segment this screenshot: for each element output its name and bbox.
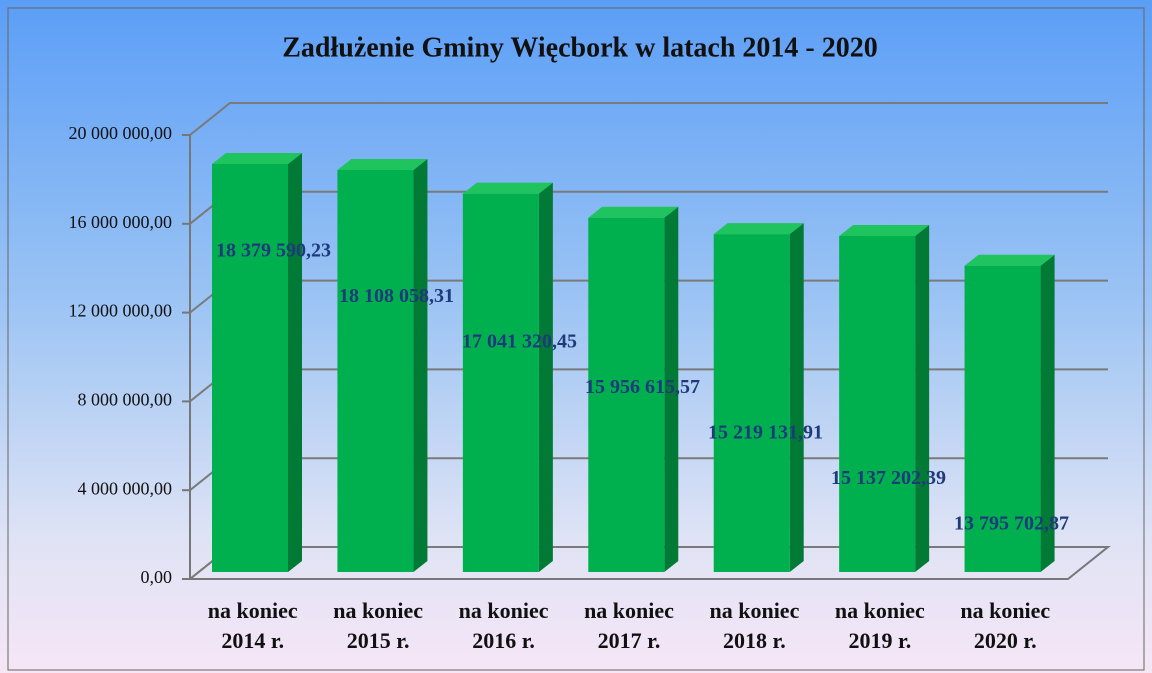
y-tick-label: 20 000 000,00 (69, 123, 173, 143)
x-tick-label: na koniec 2020 r. (960, 598, 1051, 653)
bar-top (212, 152, 302, 164)
data-label: 18 379 590,23 (216, 240, 331, 262)
bar-side (915, 224, 930, 572)
data-label: 15 137 202,39 (831, 467, 946, 489)
bar-side (288, 152, 302, 573)
chart-title: Zadłużenie Gminy Więcbork w latach 2014 … (282, 32, 878, 63)
bar-top (839, 224, 930, 236)
y-tick-label: 12 000 000,00 (69, 301, 173, 321)
x-tick-label: na koniec 2016 r. (458, 598, 549, 653)
y-tick-label: 4 000 000,00 (78, 478, 173, 498)
bar (588, 217, 665, 573)
bar (212, 163, 288, 573)
bar-top (964, 254, 1055, 266)
x-tick-label: na koniec 2019 r. (834, 598, 925, 653)
y-tick-label: 8 000 000,00 (78, 390, 173, 410)
bar-top (588, 206, 679, 218)
bar (462, 193, 539, 573)
x-tick-label: na koniec 2014 r. (207, 598, 298, 653)
bar-side (664, 206, 679, 573)
bar-side (789, 223, 804, 573)
data-label: 15 956 615,57 (585, 376, 700, 398)
data-label: 18 108 058,31 (339, 285, 454, 307)
x-tick-label: na koniec 2017 r. (584, 598, 674, 653)
data-label: 13 795 702,87 (954, 513, 1069, 535)
y-tick-label: 16 000 000,00 (69, 212, 173, 232)
y-tick-label: 0,00 (141, 567, 173, 587)
bar-top (337, 159, 428, 171)
data-label: 15 219 131,91 (708, 422, 823, 444)
bar-side (413, 159, 428, 572)
bar-side (538, 182, 553, 573)
bar (713, 234, 790, 573)
bar (337, 170, 414, 572)
grid-line (189, 102, 1108, 136)
bar-side (1040, 254, 1055, 572)
x-tick-label: na koniec 2018 r. (709, 598, 800, 653)
x-tick-label: na koniec 2015 r. (333, 598, 424, 653)
data-label: 17 041 320,45 (462, 331, 577, 353)
bar (839, 235, 916, 572)
bar-top (462, 182, 553, 194)
bar-top (713, 223, 804, 235)
frame (7, 7, 1145, 671)
bar (964, 265, 1041, 572)
